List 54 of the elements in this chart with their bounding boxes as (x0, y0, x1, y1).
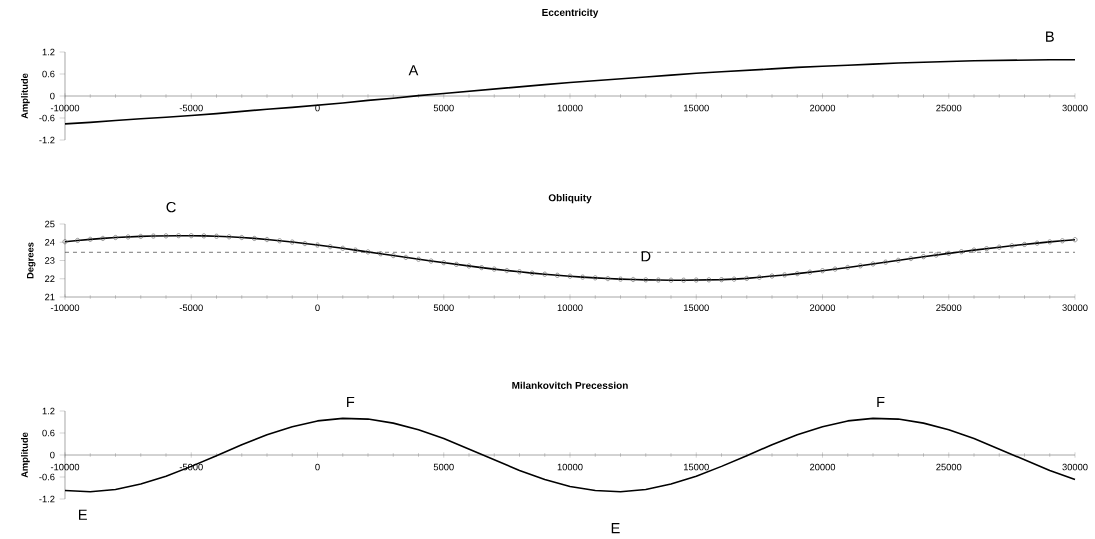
annotation: E (79, 509, 87, 520)
chart-title: Eccentricity (542, 8, 599, 18)
x-tick-label: 30000 (1062, 304, 1088, 311)
x-tick-label: 5000 (433, 304, 454, 311)
y-tick-label: -1.2 (39, 136, 55, 144)
x-tick-label: 20000 (809, 104, 836, 112)
x-tick-label: 15000 (683, 463, 709, 471)
x-tick-label: -5000 (179, 304, 203, 311)
annotation: A (408, 65, 419, 76)
y-tick-label: 22 (45, 275, 55, 283)
annotation: B (1046, 31, 1054, 42)
y-tick-label: 0.6 (42, 429, 55, 437)
x-tick-label: 5000 (433, 104, 454, 112)
x-tick-label: 5000 (433, 463, 454, 471)
y-axis-title: Amplitude (21, 432, 30, 478)
x-tick-label: 15000 (683, 304, 709, 311)
y-axis-title: Amplitude (21, 73, 30, 119)
y-tick-label: 23 (45, 257, 55, 264)
annotation: F (877, 396, 885, 407)
y-tick-label: 1.2 (42, 48, 55, 56)
y-tick-label: 25 (45, 220, 55, 228)
x-tick-label: 30000 (1062, 104, 1088, 112)
x-tick-label: -10000 (50, 463, 80, 471)
y-tick-label: 24 (45, 239, 55, 246)
x-tick-label: 0 (315, 304, 320, 311)
annotation: D (641, 251, 651, 262)
y-tick-label: 0 (50, 92, 55, 100)
x-tick-label: -10000 (50, 304, 80, 311)
x-tick-label: 0 (315, 463, 320, 471)
y-axis-title: Degrees (27, 242, 36, 279)
x-tick-label: 25000 (936, 463, 962, 471)
y-tick-label: -1.2 (39, 495, 55, 503)
x-tick-label: 25000 (936, 104, 962, 112)
annotation: E (611, 523, 620, 534)
y-tick-label: 0.6 (42, 70, 55, 78)
x-tick-label: 25000 (936, 304, 962, 311)
annotation: F (347, 396, 355, 407)
x-tick-label: -5000 (179, 104, 203, 112)
x-tick-label: 20000 (809, 463, 836, 471)
y-tick-label: -0.6 (39, 114, 55, 122)
y-tick-label: 21 (45, 293, 55, 301)
x-tick-label: 10000 (557, 304, 583, 311)
y-tick-label: 0 (50, 451, 55, 459)
x-tick-label: 20000 (809, 304, 836, 311)
chart-title: Milankovitch Precession (512, 381, 628, 389)
x-tick-label: 15000 (683, 104, 709, 112)
x-tick-label: 10000 (557, 463, 583, 471)
chart-title: Obliquity (548, 193, 592, 204)
x-tick-label: 10000 (557, 104, 583, 112)
y-tick-label: 1.2 (42, 407, 55, 415)
y-tick-label: -0.6 (39, 473, 55, 481)
x-tick-label: 30000 (1062, 463, 1088, 471)
annotation: C (166, 201, 176, 213)
x-tick-label: -10000 (50, 104, 80, 112)
